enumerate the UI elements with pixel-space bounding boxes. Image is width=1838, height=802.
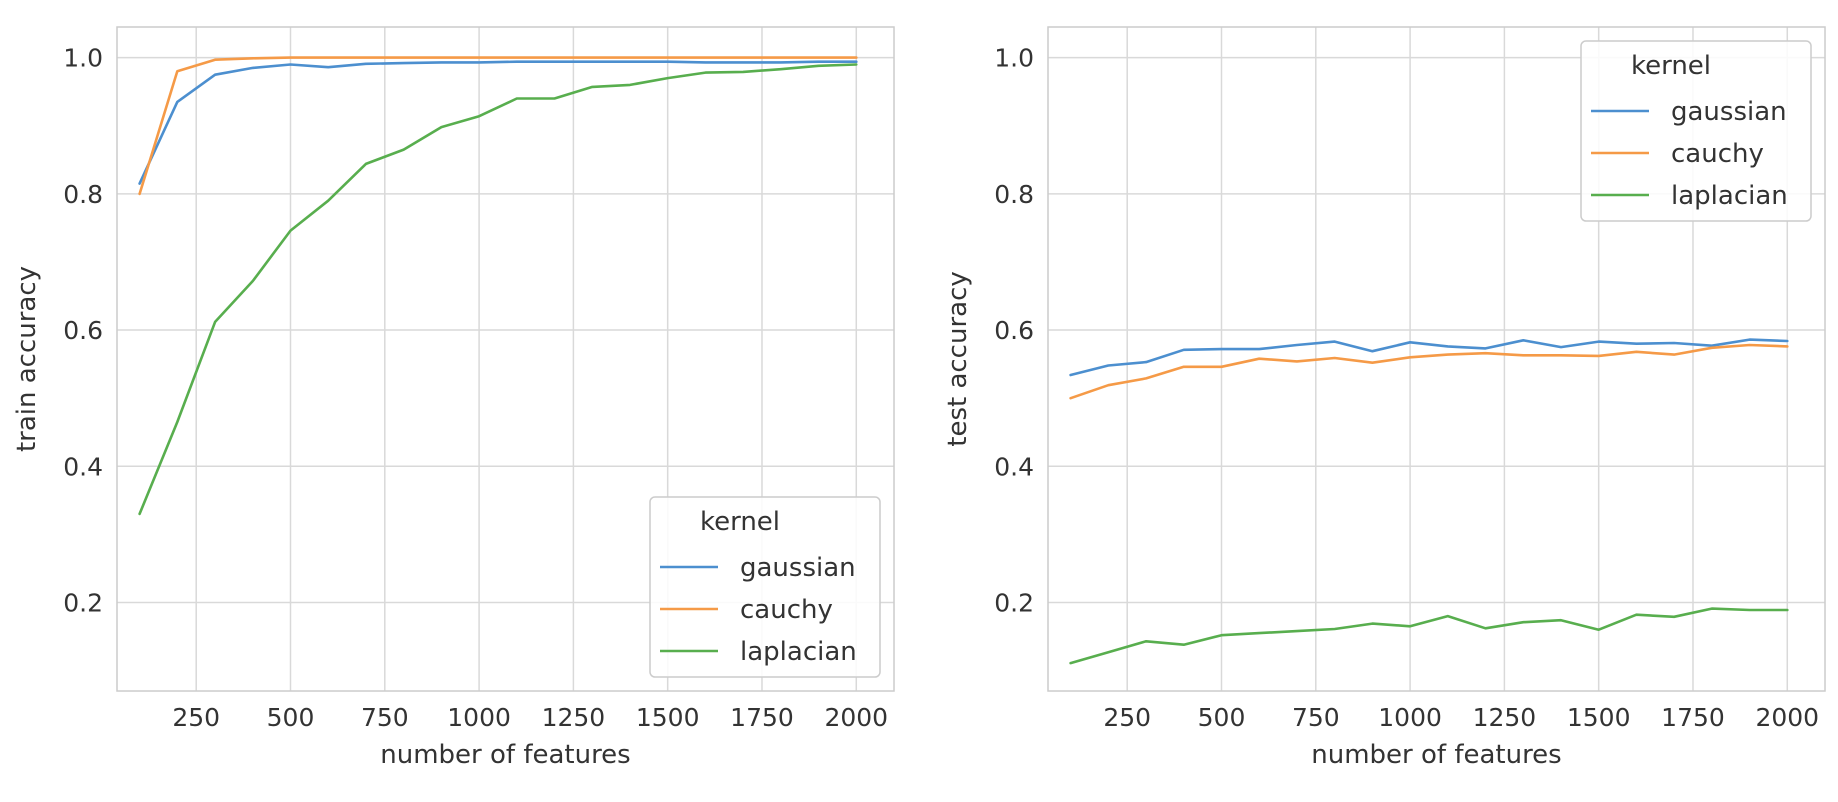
x-tick-label: 1750 (1661, 703, 1725, 732)
x-tick-label: 2000 (824, 703, 888, 732)
y-axis-label: train accuracy (12, 266, 42, 452)
y-tick-label: 0.2 (994, 588, 1034, 617)
plot-frame (1047, 26, 1826, 692)
legend: kernel gaussian cauchy laplacian (649, 496, 881, 678)
x-tick-label: 250 (1103, 703, 1151, 732)
x-tick-label: 1500 (1567, 703, 1631, 732)
series-line-gaussian (138, 60, 858, 185)
x-tick-label: 250 (172, 703, 220, 732)
legend: kernel gaussian cauchy laplacian (1580, 40, 1812, 222)
x-tick-label: 750 (361, 703, 409, 732)
y-tick-label: 0.2 (63, 588, 103, 617)
series-line-laplacian (138, 63, 858, 516)
y-tick-label: 1.0 (63, 44, 103, 73)
y-tick-label: 0.6 (994, 316, 1034, 345)
series-line-gaussian (1069, 338, 1789, 377)
legend-label-cauchy: cauchy (740, 595, 833, 625)
series-line-cauchy (1069, 343, 1789, 400)
x-tick-label: 500 (1198, 703, 1246, 732)
legend-box (649, 496, 881, 678)
y-tick-label: 0.4 (63, 452, 103, 481)
x-tick-label: 1500 (636, 703, 700, 732)
x-axis-label: number of features (1311, 740, 1561, 770)
x-tick-label: 500 (267, 703, 315, 732)
y-tick-label: 0.4 (994, 452, 1034, 481)
x-axis-label: number of features (380, 740, 630, 770)
y-axis-label: test accuracy (943, 271, 973, 447)
chart-panel-2: 250 500 750 1000 1250 1500 1750 2000 0.2 0.4 0.6 0.… (943, 26, 1826, 770)
x-tick-label: 2000 (1755, 703, 1819, 732)
series-line-cauchy (138, 56, 858, 196)
legend-label-cauchy: cauchy (1671, 139, 1764, 169)
series-line-laplacian (1069, 607, 1789, 665)
y-tick-label: 1.0 (994, 44, 1034, 73)
y-tick-label: 0.8 (994, 180, 1034, 209)
legend-label-laplacian: laplacian (1671, 181, 1788, 211)
y-tick-label: 0.6 (63, 316, 103, 345)
x-tick-label: 750 (1292, 703, 1340, 732)
legend-label-gaussian: gaussian (1671, 97, 1787, 127)
legend-title: kernel (700, 507, 780, 537)
legend-title: kernel (1631, 51, 1711, 81)
y-tick-label: 0.8 (63, 180, 103, 209)
x-tick-label: 1250 (542, 703, 606, 732)
x-tick-label: 1000 (447, 703, 511, 732)
plot-frame (116, 26, 895, 692)
legend-box (1580, 40, 1812, 222)
legend-label-gaussian: gaussian (740, 553, 856, 583)
chart-panel-1: 250 500 750 1000 1250 1500 1750 2000 0.2 0.4 0.6 0.… (12, 26, 895, 770)
x-tick-label: 1250 (1473, 703, 1537, 732)
x-tick-label: 1750 (730, 703, 794, 732)
x-tick-label: 1000 (1378, 703, 1442, 732)
legend-label-laplacian: laplacian (740, 637, 857, 667)
